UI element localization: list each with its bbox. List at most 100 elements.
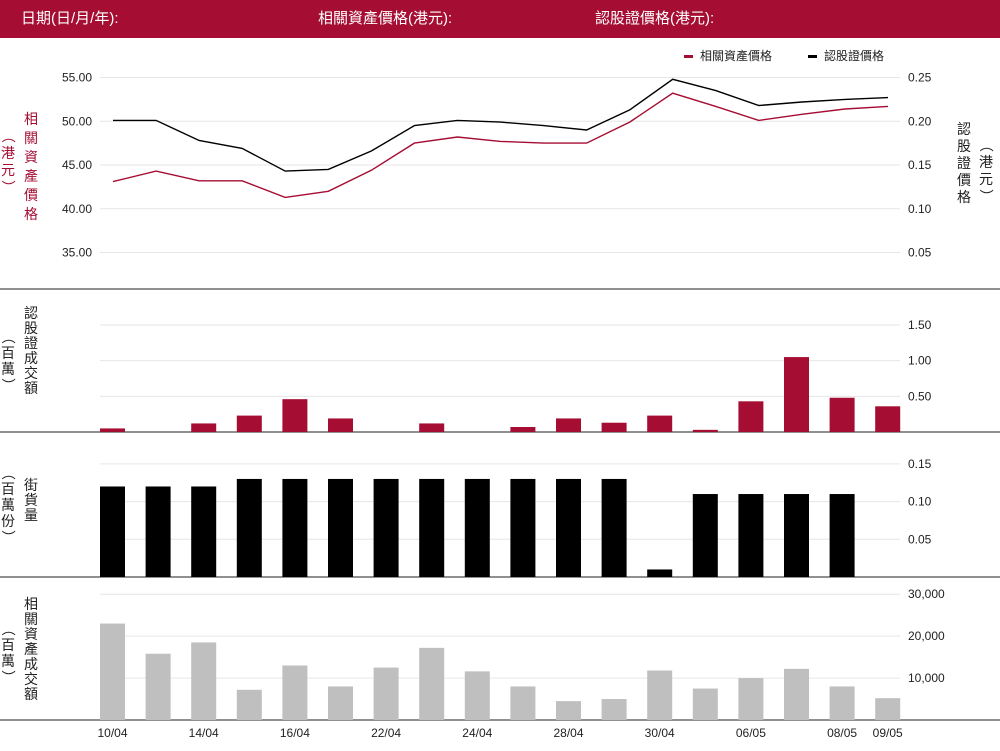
asset-turnover-tick-label: 10,000 <box>908 671 945 685</box>
warrant-turnover-axis-unit: （百萬） <box>0 330 16 392</box>
asset-turnover-axis-title-char: 產 <box>24 641 38 657</box>
asset-turnover-bar <box>647 670 673 720</box>
outstanding-units-axis-title-char: 街 <box>24 477 38 493</box>
asset-turnover-bar <box>328 686 353 720</box>
legend-swatch <box>808 55 817 58</box>
legend-label: 相關資產價格 <box>700 48 772 63</box>
asset-turnover-bar <box>784 668 809 720</box>
asset-turnover-axis-unit: （百萬） <box>0 622 16 684</box>
asset-turnover-bar <box>875 698 901 720</box>
right-tick-label: 0.25 <box>908 71 932 85</box>
left-tick-label: 35.00 <box>62 246 92 260</box>
warrant-turnover-bar <box>829 397 855 432</box>
left-axis-unit-char: 元 <box>1 162 15 178</box>
legend-label: 認股證價格 <box>824 48 884 63</box>
outstanding-units-axis-unit-char: （ <box>0 466 16 480</box>
left-axis-title-char: 相 <box>24 111 38 127</box>
outstanding-units-bar <box>601 478 627 577</box>
right-axis-unit-char: （ <box>978 138 994 152</box>
warrant-turnover-axis-title-char: 認 <box>24 305 38 321</box>
asset-turnover-tick-label: 20,000 <box>908 629 945 643</box>
right-tick-label: 0.05 <box>908 246 932 260</box>
asset-turnover-tick-label: 30,000 <box>908 587 945 601</box>
asset-turnover-axis-unit-char: 萬 <box>1 653 15 669</box>
x-tick-label: 16/04 <box>280 726 310 740</box>
outstanding-units-axis-title-char: 量 <box>24 507 38 523</box>
asset-turnover-bar <box>829 686 855 720</box>
warrant-price-line <box>113 78 889 172</box>
warrant-turnover-bar <box>236 415 262 432</box>
outstanding-units-axis-unit-char: ） <box>0 530 16 544</box>
left-axis-title-char: 格 <box>24 206 38 222</box>
asset-turnover-bar <box>373 667 399 720</box>
outstanding-units-bar <box>647 569 673 577</box>
asset-turnover-axis-title-char: 相 <box>24 596 38 612</box>
right-axis-unit-char: 港 <box>979 154 993 170</box>
right-axis-title-char: 價 <box>957 172 971 188</box>
warrant-turnover-tick-label: 0.50 <box>908 389 932 403</box>
left-tick-label: 40.00 <box>62 202 92 216</box>
outstanding-units-bar <box>100 486 125 577</box>
left-axis-title-char: 產 <box>24 168 38 184</box>
outstanding-units-bar <box>145 486 171 577</box>
right-axis-title-char: 格 <box>957 189 971 205</box>
left-axis-title-char: 關 <box>24 130 38 146</box>
warrant-turnover-tick-label: 1.00 <box>908 354 932 368</box>
left-tick-label: 45.00 <box>62 158 92 172</box>
warrant-turnover-bar <box>100 428 125 432</box>
outstanding-units-axis-title: 街貨量 <box>24 477 38 523</box>
x-tick-label: 08/05 <box>827 726 857 740</box>
outstanding-units-bar <box>738 494 764 577</box>
left-axis-unit-char: 港 <box>1 145 15 161</box>
warrant-turnover-bar <box>556 418 581 432</box>
outstanding-units-bar <box>510 478 536 577</box>
left-axis-title-char: 資 <box>24 149 38 165</box>
warrant-turnover-bar <box>784 357 809 432</box>
warrant-turnover-axis-unit-char: （ <box>0 330 16 344</box>
warrant-turnover-bar <box>875 406 901 432</box>
x-tick-label: 10/04 <box>97 726 127 740</box>
outstanding-units-tick-label: 0.15 <box>908 457 932 471</box>
warrant-turnover-axis-unit-char: ） <box>0 378 16 392</box>
asset-turnover-bar <box>556 701 581 720</box>
warrant-turnover-axis-title-char: 證 <box>24 335 38 351</box>
warrant-turnover-bar <box>647 415 673 432</box>
outstanding-units-axis-unit-char: 萬 <box>1 497 15 513</box>
warrant-turnover-bar <box>328 418 353 432</box>
warrant-turnover-bar <box>282 399 308 432</box>
asset-turnover-bar <box>100 623 125 720</box>
asset-price-label: 相關資產價格(港元): <box>318 10 453 27</box>
asset-turnover-axis-title-char: 交 <box>24 671 38 687</box>
right-tick-label: 0.20 <box>908 114 932 128</box>
warrant-turnover-axis-title-char: 交 <box>24 365 38 381</box>
x-tick-label: 30/04 <box>645 726 675 740</box>
header-bar: 日期(日/月/年): 相關資產價格(港元): 認股證價格(港元): <box>0 0 1000 38</box>
left-tick-label: 55.00 <box>62 71 92 85</box>
x-tick-label: 14/04 <box>189 726 219 740</box>
outstanding-units-axis-unit-char: 份 <box>1 513 15 529</box>
warrant-turnover-bar <box>738 401 764 432</box>
warrant-turnover-bar <box>419 423 445 432</box>
asset-turnover-axis-title-char: 額 <box>24 686 38 702</box>
left-tick-label: 50.00 <box>62 114 92 128</box>
right-tick-label: 0.10 <box>908 202 932 216</box>
warrant-price-label: 認股證價格(港元): <box>595 10 715 27</box>
outstanding-units-bar <box>829 494 855 577</box>
left-axis-title: 相關資產價格 <box>24 111 38 222</box>
asset-turnover-axis-unit-char: 百 <box>1 637 15 653</box>
outstanding-units-bar <box>464 478 490 577</box>
right-axis-title-char: 證 <box>957 155 971 171</box>
outstanding-units-axis-unit-char: 百 <box>1 481 15 497</box>
outstanding-units-bar <box>556 478 581 577</box>
outstanding-units-tick-label: 0.10 <box>908 495 932 509</box>
warrant-turnover-bar <box>601 422 627 432</box>
asset-turnover-bar <box>738 678 764 720</box>
asset-turnover-bar <box>692 688 718 720</box>
warrant-turnover-bar <box>510 427 536 432</box>
asset-turnover-bar <box>510 686 536 720</box>
x-tick-label: 28/04 <box>553 726 583 740</box>
asset-turnover-bar <box>464 671 490 720</box>
